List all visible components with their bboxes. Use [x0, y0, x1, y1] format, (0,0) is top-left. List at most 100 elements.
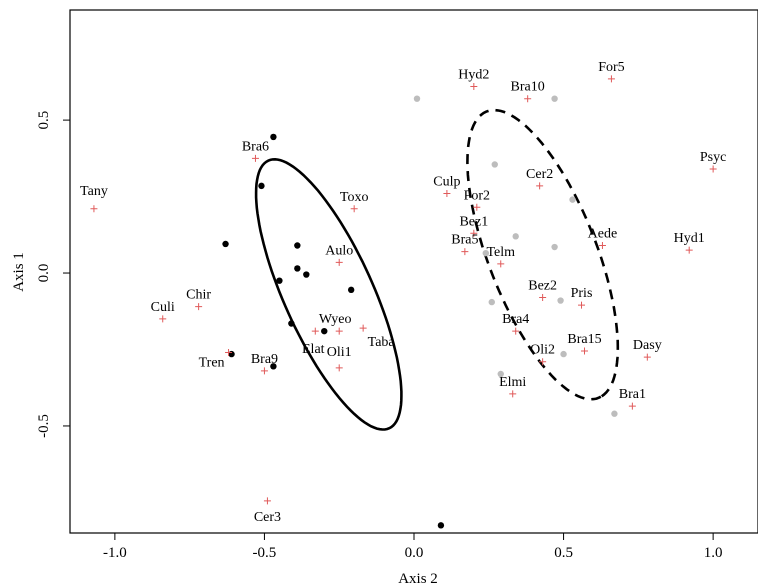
taxon-marker: [581, 347, 589, 355]
y-tick-label: -0.5: [36, 414, 52, 438]
taxon-marker: [263, 497, 271, 505]
taxon-marker: [473, 203, 481, 211]
taxon-marker: [524, 95, 532, 103]
group1-point: [258, 182, 265, 190]
taxon-marker: [685, 246, 693, 254]
taxon-marker: [628, 402, 636, 410]
taxon-label: Bra6: [242, 139, 269, 154]
taxon-marker: [443, 190, 451, 198]
group1-point: [321, 327, 328, 335]
y-axis-title: Axis 1: [11, 252, 27, 292]
x-axis-title: Axis 2: [398, 571, 438, 587]
taxon-label: Taba: [368, 335, 396, 350]
taxon-marker: [607, 75, 615, 83]
group2-point: [569, 196, 576, 203]
group1-ellipse: [254, 157, 403, 431]
taxon-label: Bra4: [502, 312, 529, 327]
x-tick-label: 0.0: [405, 545, 424, 561]
y-tick-label: 0.0: [36, 264, 52, 283]
group1-point: [437, 522, 445, 529]
taxon-marker: [497, 260, 505, 268]
group1-point: [270, 363, 277, 370]
taxon-label: Pris: [571, 286, 593, 301]
taxon-label: Bra1: [619, 387, 646, 402]
group2-point: [560, 350, 567, 358]
taxon-label: Culi: [151, 300, 175, 315]
group2-point: [551, 95, 558, 102]
group2-points: [413, 95, 618, 417]
confidence-ellipses: [254, 108, 620, 431]
taxon-label: Cer2: [526, 167, 553, 182]
taxon-label: Telm: [486, 245, 515, 260]
group1-point: [222, 240, 229, 248]
taxon-marker: [598, 242, 606, 250]
taxon-label: Bra9: [251, 352, 278, 367]
taxon-marker: [359, 324, 367, 332]
taxon-label: Wyeo: [319, 312, 352, 327]
group1-point: [303, 271, 310, 278]
taxon-marker: [539, 293, 547, 301]
group2-point: [497, 370, 504, 378]
taxon-label: Tren: [199, 356, 225, 371]
taxon-label: Dasy: [633, 338, 662, 353]
taxon-marker: [251, 154, 259, 162]
taxon-marker: [709, 165, 717, 173]
x-tick-label: 0.5: [554, 545, 573, 561]
taxon-label: Bra10: [511, 80, 545, 95]
group2-point: [551, 243, 558, 251]
taxon-marker: [90, 205, 98, 213]
taxon-marker: [539, 358, 547, 366]
taxon-label: Culp: [433, 175, 460, 190]
taxon-marker: [461, 248, 469, 256]
group2-point: [413, 95, 421, 102]
group2-ellipse: [466, 108, 620, 401]
y-tick-label: 0.5: [36, 111, 52, 130]
taxon-label: Cer3: [254, 510, 281, 525]
taxon-label: Elmi: [499, 375, 526, 390]
x-tick-label: -1.0: [103, 545, 127, 561]
taxon-label: For2: [464, 188, 490, 203]
taxon-label: Bra15: [567, 332, 601, 347]
taxon-label: Elat: [302, 342, 325, 357]
taxon-label: For5: [598, 60, 624, 75]
group1-point: [294, 265, 301, 272]
taxon-marker: [643, 353, 651, 361]
taxon-marker: [260, 367, 268, 375]
taxon-label: Bez1: [459, 214, 488, 229]
group2-point: [512, 233, 519, 240]
group2-point: [557, 297, 564, 304]
taxon-label: Oli2: [530, 343, 555, 358]
group1-point: [270, 133, 277, 141]
taxon-label: Psyc: [700, 150, 726, 165]
x-tick-label: -0.5: [253, 545, 277, 561]
taxon-marker: [159, 315, 167, 323]
taxon-marker: [470, 82, 478, 90]
taxon-label: Aulo: [325, 243, 353, 258]
taxon-marker: [350, 205, 358, 213]
x-tick-label: 1.0: [704, 545, 723, 561]
taxon-label: Aede: [588, 227, 618, 242]
taxon-marker: [536, 182, 544, 190]
group1-point: [228, 350, 235, 358]
taxon-marker: [578, 301, 586, 309]
taxon-marker: [225, 349, 233, 357]
taxon-marker: [335, 258, 343, 266]
taxon-marker: [311, 327, 319, 335]
taxon-label: Hyd1: [674, 231, 705, 246]
group1-point: [288, 320, 295, 327]
taxon-marker: [512, 327, 520, 335]
axis-ticks: -1.0 -0.5 0.0 0.5 1.0 -0.5 0.0 0.5: [36, 111, 723, 561]
group1-point: [276, 277, 283, 284]
group2-point: [611, 410, 618, 417]
taxon-label: Tany: [80, 184, 108, 199]
group1-points: [222, 133, 445, 529]
taxon-marker: [335, 327, 343, 335]
taxon-label: Oli1: [327, 345, 352, 360]
taxa-markers: Tany Culi Chir Tren Bra6 Bra9 Cer3 Elat Wyeo Oli1…: [80, 60, 726, 525]
group2-point: [488, 298, 495, 306]
taxon-marker: [509, 390, 517, 398]
taxon-label: Bra5: [451, 233, 478, 248]
group2-point: [482, 249, 489, 257]
taxon-label: Hyd2: [458, 67, 489, 82]
